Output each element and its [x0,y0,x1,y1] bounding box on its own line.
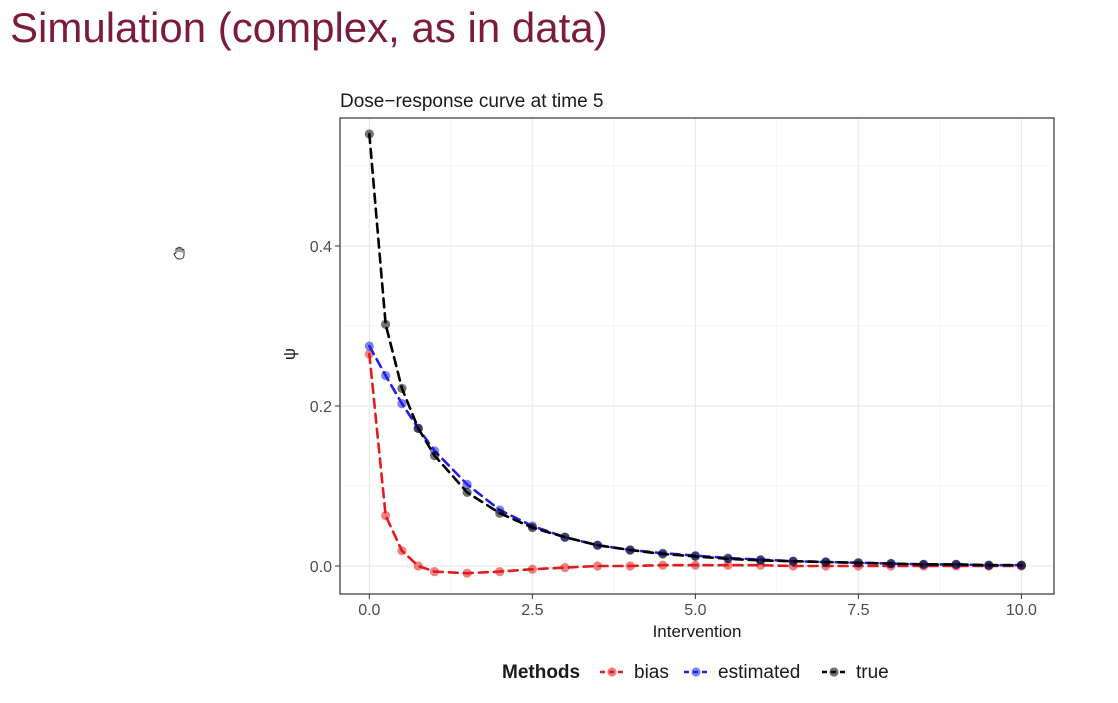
x-tick-label: 2.5 [521,602,543,619]
legend-label-estimated: estimated [718,662,800,683]
slide-title: Simulation (complex, as in data) [10,4,608,51]
point-bias [658,560,668,570]
point-true [918,559,929,570]
legend-label-bias: bias [634,662,669,683]
y-tick-label: 0.4 [310,239,332,256]
point-bias [527,564,537,574]
point-estimated [381,371,391,381]
point-estimated [364,341,374,351]
point-bias [397,546,407,556]
legend-key-estimated [684,667,708,677]
point-true [723,554,733,564]
point-bias [723,560,733,570]
x-tick-label: 10.0 [1006,602,1037,619]
series-true [364,129,1026,570]
point-true [788,556,798,566]
point-true [397,383,407,393]
point-true [1016,560,1026,570]
point-true [527,523,537,533]
x-tick-label: 5.0 [684,602,706,619]
point-bias [592,561,603,571]
point-true [984,560,994,570]
point-true [658,549,668,559]
legend-key-true [822,667,846,677]
point-true [755,555,766,566]
legend-label-true: true [856,662,889,683]
point-bias [625,561,635,571]
point-estimated [462,479,472,489]
point-true [462,487,472,497]
point-true [853,558,863,568]
point-true [429,451,440,461]
hand-cursor-icon [173,246,185,260]
point-true [821,557,831,567]
legend-key-point [691,667,701,677]
x-tick-label: 7.5 [847,602,869,619]
point-true [625,545,635,555]
point-estimated [397,399,407,409]
y-tick-label: 0.0 [310,559,332,576]
point-true [886,559,896,569]
point-bias [495,567,505,577]
point-bias [381,510,391,521]
point-bias [560,563,570,573]
point-bias [462,568,472,578]
x-tick-label: 0.0 [358,602,380,619]
plot-panel [339,117,1055,595]
y-tick-label: 0.2 [310,399,332,416]
point-true [560,532,570,542]
point-true [381,319,391,329]
point-true [364,129,374,139]
point-bias [413,561,423,571]
point-bias [690,560,700,570]
point-bias [429,567,440,577]
point-true [495,508,505,518]
point-true [413,423,423,433]
legend: Methods bias estimated true [502,662,889,683]
y-axis-title: ψ [280,348,299,360]
chart-title: Dose−response curve at time 5 [340,91,604,112]
point-true [592,540,603,550]
legend-key-point [829,667,839,677]
legend-key-bias [600,667,624,677]
legend-key-point [607,667,617,677]
point-true [690,551,700,562]
x-axis-title: Intervention [653,622,742,641]
legend-title: Methods [502,662,580,683]
point-true [951,559,961,570]
